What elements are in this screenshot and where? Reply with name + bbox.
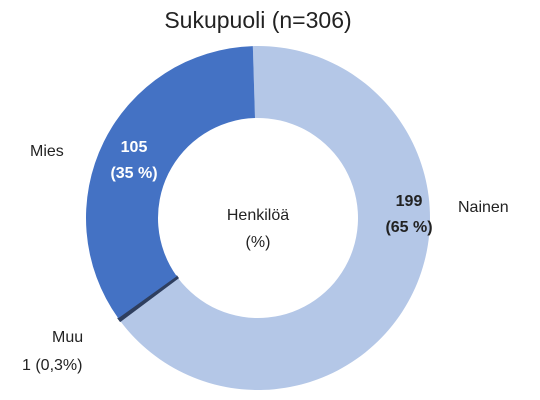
donut-slice	[120, 45, 430, 390]
donut-slice	[86, 46, 256, 319]
category-label: Muu	[52, 329, 83, 346]
category-label: Mies	[30, 143, 64, 160]
chart-title: Sukupuoli (n=306)	[164, 7, 351, 33]
category-label: Nainen	[458, 199, 509, 216]
data-label: (65 %)	[385, 219, 432, 236]
data-label: 199	[396, 193, 423, 210]
center-label: (%)	[246, 234, 271, 251]
donut-slice	[117, 275, 180, 323]
data-label: (35 %)	[110, 165, 157, 182]
data-label: 105	[121, 139, 148, 156]
data-label: 1 (0,3%)	[22, 357, 82, 374]
center-label: Henkilöä	[227, 207, 289, 224]
